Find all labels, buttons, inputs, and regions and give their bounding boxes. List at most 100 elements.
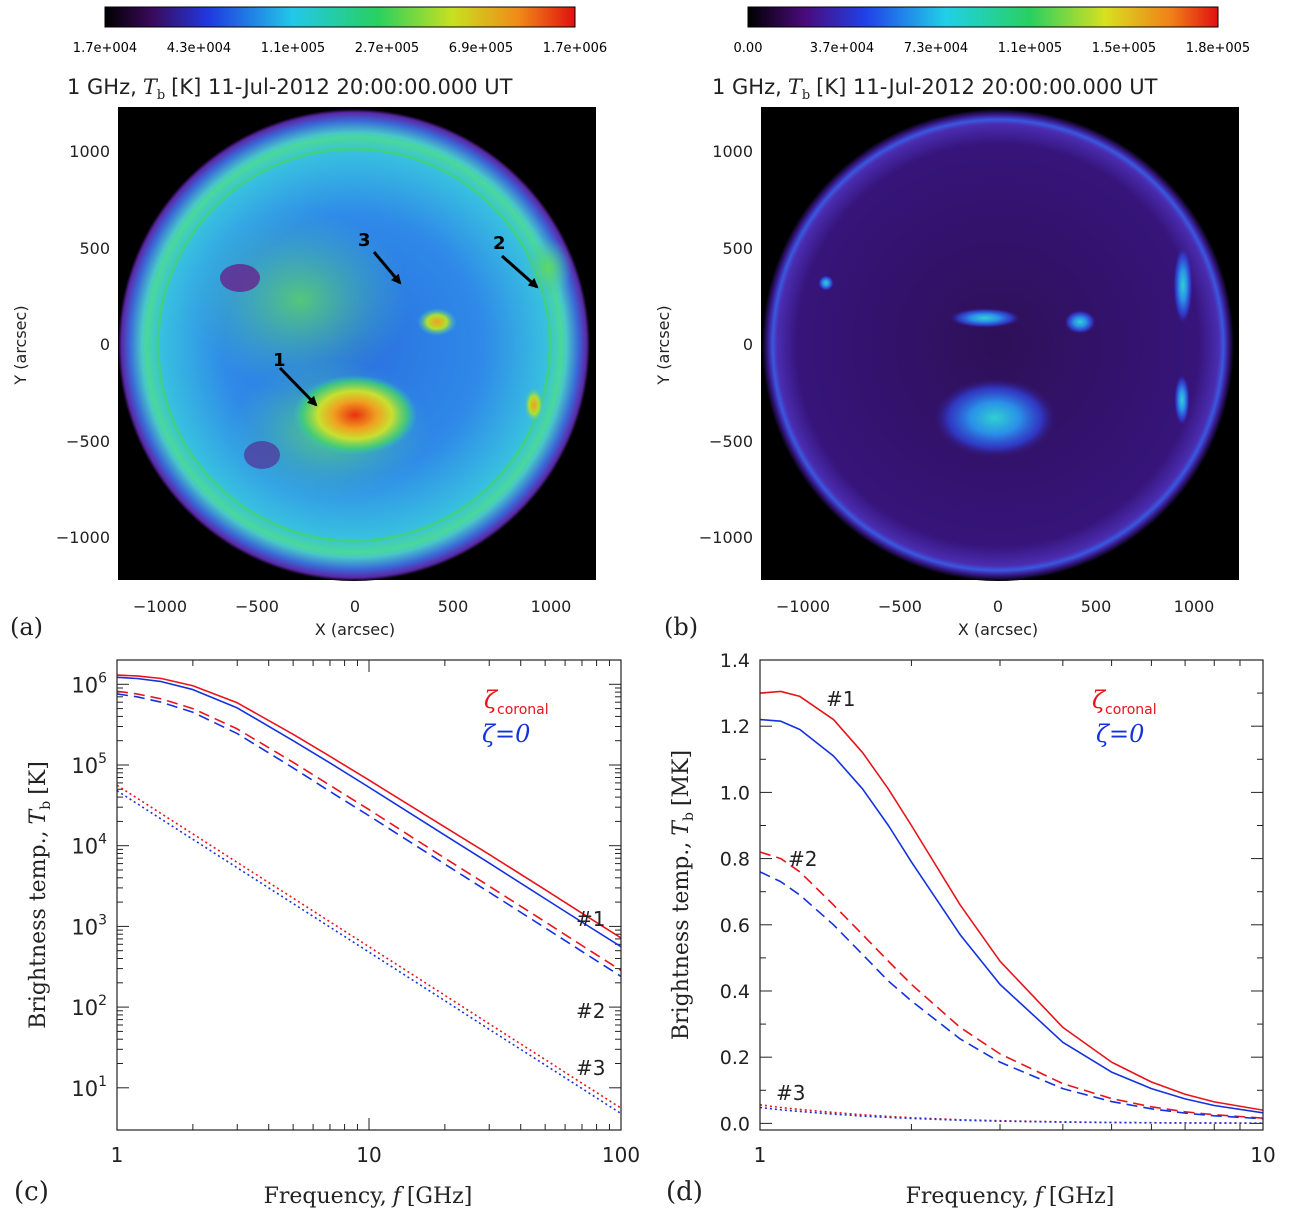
colorbar-b-tick: 3.7e+004 — [810, 41, 874, 56]
x-tick: −500 — [235, 597, 279, 616]
y-tick: −500 — [709, 432, 753, 451]
panel-b-title-symbol: T — [788, 75, 804, 99]
panel-b-title-sub: b — [802, 88, 810, 103]
colorbar-b-tick: 1.5e+005 — [1092, 41, 1156, 56]
y-tick: 1000 — [69, 142, 110, 161]
y-tick-label: 105 — [71, 751, 107, 778]
colorbar-a — [104, 6, 576, 28]
y-tick-label: 103 — [71, 912, 107, 939]
y-tick-label: 101 — [71, 1074, 107, 1101]
legend-c-coronal-symbol: ζ — [484, 686, 499, 714]
map-b-limb-brightening — [1173, 245, 1193, 325]
x-axis-label-d-pre: Frequency, — [906, 1184, 1029, 1209]
series-line-curve3-zero — [760, 1106, 1263, 1124]
x-tick-label: 1 — [111, 1143, 124, 1167]
x-tick: 0 — [993, 597, 1003, 616]
panel-b-title-post: [K] 11-Jul-2012 20:00:00.000 UT — [816, 75, 1157, 99]
map-a-green-region — [190, 210, 410, 390]
curve-label-3: #3 — [576, 1056, 605, 1080]
series-line-curve1-zero — [760, 718, 1263, 1114]
y-tick-label: 1.0 — [720, 782, 750, 804]
colorbar-a-tick: 1.7e+004 — [73, 41, 137, 56]
series-line-curve1-zero — [117, 676, 621, 948]
y-tick-label: 0.8 — [720, 849, 750, 871]
y-axis-label-c-symbol: T — [26, 807, 51, 824]
y-tick-label: 1.4 — [720, 650, 750, 672]
panel-a-title-pre: 1 GHz, — [67, 75, 137, 99]
series-line-curve3-coronal — [117, 784, 621, 1109]
x-tick: 1000 — [531, 597, 572, 616]
colorbar-b-tick: 0.00 — [734, 41, 763, 56]
legend-c-zero: ζ=0 — [482, 720, 530, 748]
arrow-3 — [372, 251, 402, 285]
x-axis-label-c: Frequency, f [GHz] — [264, 1184, 473, 1209]
map-a-prominence — [524, 238, 572, 298]
map-a-image — [118, 109, 590, 581]
x-tick-label: 100 — [602, 1143, 640, 1167]
map-b-limb-brightening — [1174, 374, 1190, 426]
plot-d-frame — [759, 659, 1264, 1131]
y-tick-label: 106 — [71, 670, 107, 697]
x-tick: −1000 — [776, 597, 830, 616]
curve-label-2: #2 — [788, 847, 817, 871]
series-line-curve1-coronal — [117, 674, 621, 939]
x-tick: −500 — [878, 597, 922, 616]
curve-labels-d: #1 #2 #3 — [776, 687, 855, 1105]
map-a-limb — [156, 147, 552, 543]
x-tick: 500 — [438, 597, 469, 616]
y-axis-label-c-post: [K] — [26, 761, 51, 795]
colorbar-b-tick: 7.3e+004 — [904, 41, 968, 56]
y-tick: 500 — [722, 239, 753, 258]
map-a-yaxis: 1000 500 0 −500 −1000 Y (arcsec) — [11, 142, 110, 547]
legend-d-zero: ζ=0 — [1096, 720, 1144, 748]
map-a-dark-region — [220, 264, 260, 292]
map-b-xaxis: −1000 −500 0 500 1000 X (arcsec) — [776, 597, 1214, 639]
plot-c-frame — [116, 659, 622, 1131]
series-line-curve3-zero — [117, 790, 621, 1115]
y-tick-label: 0.2 — [720, 1047, 750, 1069]
panel-a-title-sub: b — [157, 88, 165, 103]
panel-b: 0.00 3.7e+004 7.3e+004 1.1e+005 1.5e+005… — [654, 6, 1250, 641]
colorbar-b-tick: 1.1e+005 — [998, 41, 1062, 56]
map-b-yaxis: 1000 500 0 −500 −1000 Y (arcsec) — [654, 142, 753, 547]
arrow-1 — [278, 366, 318, 407]
y-axis-label-c-pre: Brightness temp., — [26, 830, 51, 1028]
curve-label-2: #2 — [576, 999, 605, 1023]
curve-label-1: #1 — [576, 907, 605, 931]
map-b-disk — [762, 109, 1234, 581]
y-axis-label-d-symbol: T — [669, 819, 694, 836]
y-tick-exponent: 5 — [98, 751, 107, 767]
legend-c-coronal-sub: coronal — [497, 702, 549, 718]
series-line-curve1-coronal — [760, 690, 1263, 1111]
x-tick-label: 1 — [754, 1143, 767, 1167]
x-axis-label-d-symbol: f — [1033, 1184, 1047, 1209]
legend-d-coronal: ζcoronal — [1092, 686, 1157, 718]
colorbar-a-tick: 6.9e+005 — [449, 41, 513, 56]
plot-c-area: 1 10 100 101 102 103 104 105 106 — [71, 660, 640, 1167]
arrow-label-2: 2 — [493, 233, 506, 254]
y-axis-label-c: Brightness temp., Tb [K] — [26, 761, 54, 1029]
y-tick: 0 — [743, 335, 753, 354]
x-tick-label: 10 — [1250, 1143, 1275, 1167]
series-line-curve2-coronal — [760, 851, 1263, 1119]
y-axis-label: Y (arcsec) — [11, 305, 30, 385]
y-tick-label: 0.6 — [720, 915, 750, 937]
panel-a: 1.7e+004 4.3e+004 1.1e+005 2.7e+005 6.9e… — [10, 6, 607, 641]
x-axis-label: X (arcsec) — [315, 620, 395, 639]
colorbar-a-tick: 4.3e+004 — [167, 41, 231, 56]
map-a-active-region-1 — [293, 375, 417, 455]
x-axis-label-d-post: [GHz] — [1049, 1184, 1115, 1209]
colorbar-a-tick: 1.7e+006 — [543, 41, 607, 56]
curve-labels-c: #1 #2 #3 — [576, 907, 605, 1080]
y-tick-exponent: 3 — [98, 912, 107, 928]
series-line-curve2-zero — [117, 693, 621, 978]
y-tick-label: 0.0 — [720, 1113, 750, 1135]
x-tick: 0 — [350, 597, 360, 616]
legend-d-coronal-sub: coronal — [1105, 702, 1157, 718]
x-tick: 500 — [1081, 597, 1112, 616]
x-tick: −1000 — [133, 597, 187, 616]
arrow-2 — [501, 254, 539, 289]
panel-a-title: 1 GHz, Tb [K] 11-Jul-2012 20:00:00.000 UT — [67, 75, 513, 103]
y-tick: −1000 — [699, 528, 753, 547]
